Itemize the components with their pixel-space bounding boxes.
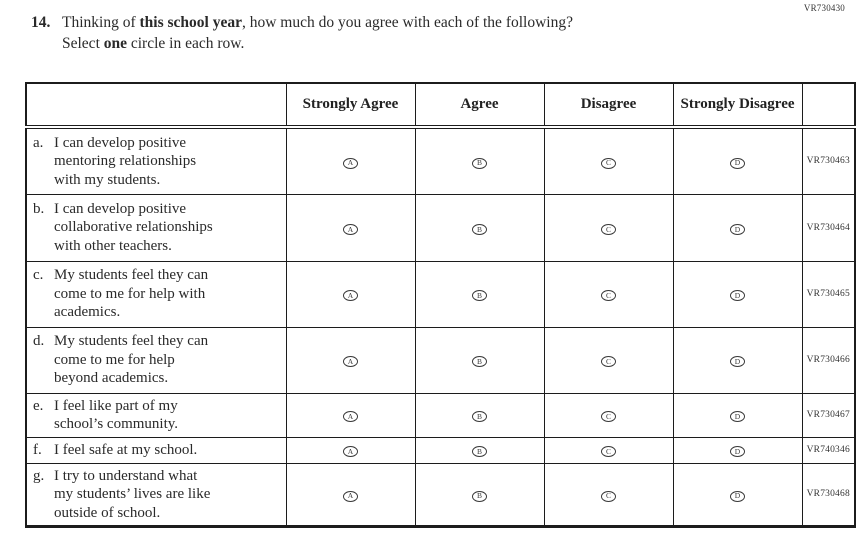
- question-number: 14.: [31, 14, 51, 31]
- header-row: Strongly Agree Agree Disagree Strongly D…: [25, 82, 856, 129]
- table-row-a: a. I can develop positive mentoring relat…: [25, 126, 856, 195]
- table-row-c: c. My students feel they can come to me f…: [25, 260, 856, 328]
- question-text-bold: this school year: [139, 14, 242, 31]
- bubble-strongly-disagree[interactable]: D: [730, 356, 745, 368]
- question-instruction-part: circle in each row.: [127, 35, 245, 52]
- bubble-disagree[interactable]: C: [601, 446, 616, 458]
- row-letter: c.: [33, 267, 44, 284]
- bubble-strongly-disagree[interactable]: D: [730, 411, 745, 423]
- row-letter: b.: [33, 200, 45, 217]
- bubble-disagree[interactable]: C: [601, 411, 616, 423]
- row-statement: I feel like part of my school’s communit…: [54, 397, 179, 433]
- table-row-f: f. I feel safe at my school. A B C D VR74…: [25, 436, 856, 464]
- header-blank: [25, 82, 287, 129]
- row-statement: I try to understand what my students’ li…: [54, 467, 211, 521]
- question-block: 14. Thinking of this school year, how mu…: [31, 12, 771, 54]
- row-code: VR730463: [801, 126, 856, 195]
- bubble-disagree[interactable]: C: [601, 356, 616, 368]
- bubble-strongly-disagree[interactable]: D: [730, 223, 745, 235]
- bubble-disagree[interactable]: C: [601, 157, 616, 169]
- header-code-blank: [801, 82, 856, 129]
- row-code: VR730464: [801, 193, 856, 262]
- header-disagree: Disagree: [543, 82, 674, 129]
- row-code: VR730465: [801, 260, 856, 328]
- bubble-strongly-disagree[interactable]: D: [730, 446, 745, 458]
- row-code: VR740346: [801, 436, 856, 464]
- bubble-strongly-agree[interactable]: A: [343, 290, 358, 302]
- row-code: VR730468: [801, 462, 856, 528]
- header-agree: Agree: [414, 82, 545, 129]
- bubble-disagree[interactable]: C: [601, 223, 616, 235]
- table-row-e: e. I feel like part of my school’s commun…: [25, 392, 856, 438]
- header-strongly-agree: Strongly Agree: [285, 82, 416, 129]
- row-code: VR730466: [801, 326, 856, 394]
- row-letter: e.: [33, 397, 44, 414]
- question-instruction-part: Select: [62, 35, 104, 52]
- bubble-strongly-disagree[interactable]: D: [730, 490, 745, 502]
- bubble-agree[interactable]: B: [472, 157, 487, 169]
- row-statement: I can develop positive mentoring relatio…: [54, 134, 197, 188]
- bubble-strongly-agree[interactable]: A: [343, 490, 358, 502]
- bubble-strongly-disagree[interactable]: D: [730, 157, 745, 169]
- bubble-agree[interactable]: B: [472, 223, 487, 235]
- question-instruction-bold: one: [103, 35, 127, 52]
- form-code: VR730430: [803, 3, 845, 13]
- bubble-disagree[interactable]: C: [601, 490, 616, 502]
- bubble-strongly-agree[interactable]: A: [343, 223, 358, 235]
- bubble-agree[interactable]: B: [472, 411, 487, 423]
- row-letter: d.: [33, 333, 45, 350]
- row-statement: I feel safe at my school.: [54, 441, 198, 458]
- question-text-part: , how much do you agree with each of the…: [241, 14, 573, 31]
- row-letter: f.: [33, 441, 42, 458]
- bubble-strongly-agree[interactable]: A: [343, 356, 358, 368]
- table-row-d: d. My students feel they can come to me f…: [25, 326, 856, 394]
- table-row-g: g. I try to understand what my students’ …: [25, 462, 856, 528]
- row-statement: I can develop positive collaborative rel…: [54, 200, 213, 254]
- row-letter: g.: [33, 467, 45, 484]
- question-text: Thinking of this school year, how much d…: [62, 12, 573, 54]
- question-text-part: Thinking of: [62, 14, 140, 31]
- bubble-strongly-agree[interactable]: A: [343, 157, 358, 169]
- bubble-agree[interactable]: B: [472, 356, 487, 368]
- bubble-disagree[interactable]: C: [601, 290, 616, 302]
- table-row-b: b. I can develop positive collaborative r…: [25, 193, 856, 262]
- row-statement: My students feel they can come to me for…: [54, 333, 209, 387]
- bubble-strongly-disagree[interactable]: D: [730, 290, 745, 302]
- bubble-strongly-agree[interactable]: A: [343, 411, 358, 423]
- bubble-agree[interactable]: B: [472, 490, 487, 502]
- header-strongly-disagree: Strongly Disagree: [672, 82, 803, 129]
- row-letter: a.: [33, 134, 44, 151]
- agreement-table: Strongly Agree Agree Disagree Strongly D…: [25, 82, 856, 528]
- bubble-strongly-agree[interactable]: A: [343, 446, 358, 458]
- bubble-agree[interactable]: B: [472, 290, 487, 302]
- row-statement: My students feel they can come to me for…: [54, 267, 209, 321]
- row-code: VR730467: [801, 392, 856, 438]
- bubble-agree[interactable]: B: [472, 446, 487, 458]
